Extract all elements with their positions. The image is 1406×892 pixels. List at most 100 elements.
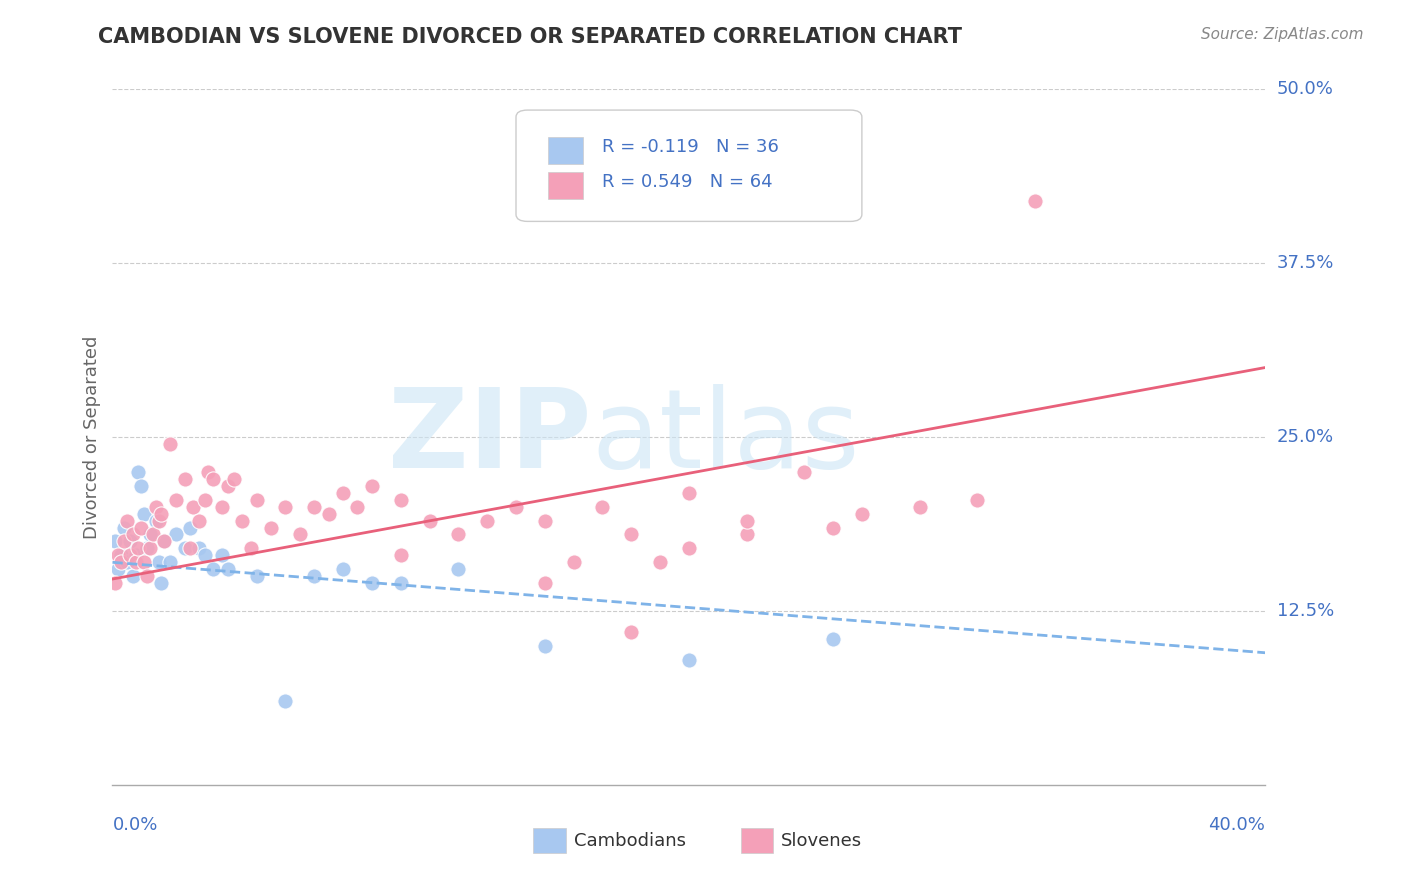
Point xyxy=(134,555,156,569)
Point xyxy=(107,549,129,563)
FancyBboxPatch shape xyxy=(548,137,583,164)
Point xyxy=(134,507,156,521)
Point xyxy=(231,514,253,528)
Point xyxy=(150,576,173,591)
FancyBboxPatch shape xyxy=(741,828,773,853)
Point xyxy=(118,549,141,563)
Point xyxy=(104,576,127,591)
Point xyxy=(505,500,527,514)
Point xyxy=(202,562,225,576)
Point xyxy=(124,549,146,563)
Point xyxy=(188,541,211,556)
Point xyxy=(107,562,129,576)
Point xyxy=(1024,194,1046,208)
Point xyxy=(139,541,162,556)
Point xyxy=(966,492,988,507)
Point xyxy=(139,527,162,541)
Point xyxy=(173,472,195,486)
Point xyxy=(124,555,146,569)
Point xyxy=(112,520,135,534)
Point xyxy=(211,500,233,514)
Point xyxy=(678,541,700,556)
Point xyxy=(620,624,643,639)
Text: R = -0.119   N = 36: R = -0.119 N = 36 xyxy=(603,138,779,156)
Point xyxy=(165,492,187,507)
Point xyxy=(159,555,181,569)
Point xyxy=(475,514,499,528)
Point xyxy=(592,500,614,514)
Text: atlas: atlas xyxy=(591,384,859,491)
Point xyxy=(150,507,173,521)
Point xyxy=(197,465,219,479)
Point xyxy=(104,534,127,549)
Text: 40.0%: 40.0% xyxy=(1209,815,1265,833)
Point xyxy=(179,520,201,534)
Point xyxy=(534,576,557,591)
Point xyxy=(851,507,873,521)
Point xyxy=(129,520,153,534)
Text: 12.5%: 12.5% xyxy=(1277,602,1334,620)
Point xyxy=(534,514,557,528)
Point xyxy=(194,549,217,563)
Point xyxy=(793,465,815,479)
Point xyxy=(260,520,283,534)
Text: Slovenes: Slovenes xyxy=(782,831,862,849)
Point xyxy=(217,479,239,493)
Point xyxy=(165,527,187,541)
Point xyxy=(274,694,297,708)
Point xyxy=(153,534,176,549)
Point xyxy=(202,472,225,486)
Point xyxy=(179,541,201,556)
Point xyxy=(246,569,269,583)
Text: R = 0.549   N = 64: R = 0.549 N = 64 xyxy=(603,173,773,191)
Point xyxy=(211,549,233,563)
Point xyxy=(821,632,844,646)
Point xyxy=(121,527,143,541)
Point xyxy=(562,555,585,569)
Point xyxy=(389,549,412,563)
Point xyxy=(239,541,262,556)
Point xyxy=(181,500,204,514)
Point xyxy=(127,541,149,556)
Point xyxy=(222,472,245,486)
Text: 0.0%: 0.0% xyxy=(112,815,157,833)
Point xyxy=(346,500,368,514)
Point xyxy=(194,492,217,507)
Point xyxy=(110,549,132,563)
Text: Cambodians: Cambodians xyxy=(574,831,686,849)
Point xyxy=(304,569,326,583)
Point xyxy=(318,507,340,521)
Point xyxy=(735,527,758,541)
Point xyxy=(173,541,195,556)
Point xyxy=(142,527,165,541)
Point xyxy=(821,520,844,534)
Point xyxy=(145,514,167,528)
Point xyxy=(136,569,159,583)
Point xyxy=(127,465,149,479)
Point xyxy=(650,555,672,569)
Point xyxy=(678,653,700,667)
Point xyxy=(389,492,412,507)
Point xyxy=(118,534,141,549)
Point xyxy=(110,555,132,569)
Point xyxy=(735,514,758,528)
Text: Source: ZipAtlas.com: Source: ZipAtlas.com xyxy=(1201,27,1364,42)
Point xyxy=(288,527,311,541)
Point xyxy=(447,527,470,541)
Point xyxy=(447,562,470,576)
Point xyxy=(332,485,354,500)
Point xyxy=(145,500,167,514)
Point xyxy=(188,514,211,528)
Text: 37.5%: 37.5% xyxy=(1277,254,1334,272)
Point xyxy=(115,555,138,569)
Point xyxy=(115,514,138,528)
FancyBboxPatch shape xyxy=(516,110,862,221)
Point xyxy=(360,479,382,493)
Point xyxy=(112,534,135,549)
Y-axis label: Divorced or Separated: Divorced or Separated xyxy=(83,335,101,539)
Point xyxy=(121,569,143,583)
Point xyxy=(129,479,153,493)
Point xyxy=(332,562,354,576)
Point xyxy=(620,527,643,541)
Point xyxy=(360,576,382,591)
